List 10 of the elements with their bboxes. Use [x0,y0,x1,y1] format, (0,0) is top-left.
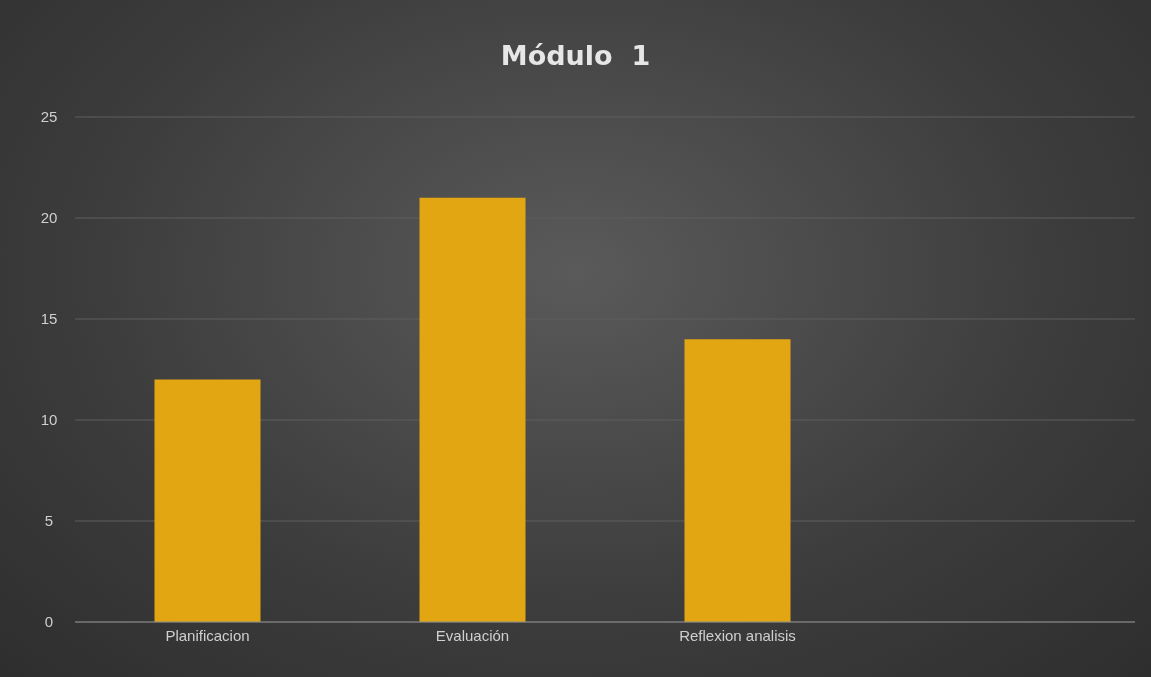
y-tick-label: 20 [40,209,58,227]
x-tick-label: Evaluación [435,626,510,644]
x-tick-label: Planificacion [165,626,250,644]
y-tick-label: 5 [44,512,54,530]
y-tick-label: 15 [40,310,58,328]
chart-title: Módulo 1 [499,40,652,71]
y-tick-label: 10 [40,411,58,429]
y-tick-label: 25 [40,108,58,126]
y-tick-label: 0 [44,613,54,631]
x-tick-label: Reflexion analisis [679,626,796,644]
